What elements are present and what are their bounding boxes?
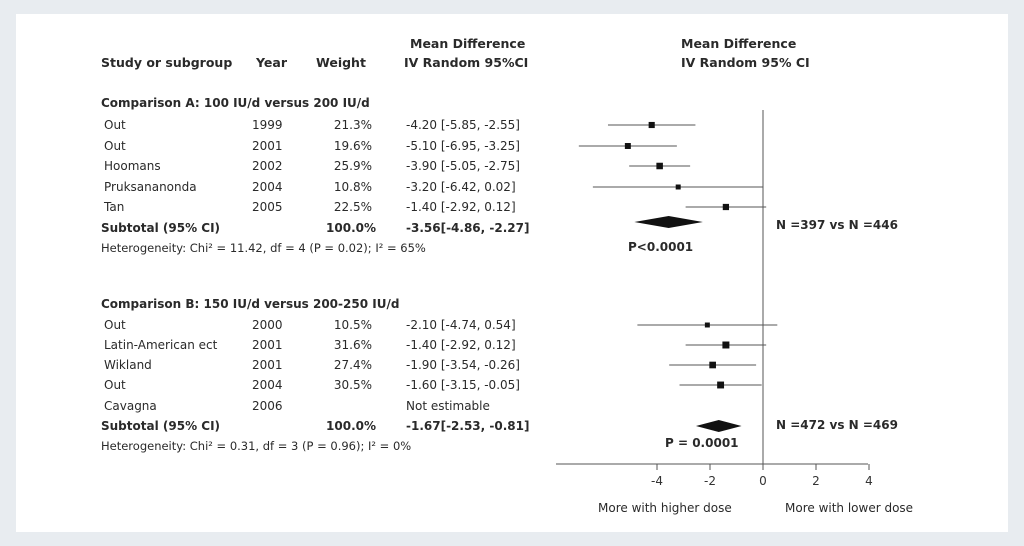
subtotal-diamond [634, 216, 703, 228]
effect-square [675, 184, 681, 190]
study-year: 2004 [252, 180, 283, 194]
effect-square [722, 341, 730, 349]
x-tick-label: 4 [865, 474, 873, 488]
p-value: P = 0.0001 [665, 436, 739, 450]
study-weight: 19.6% [333, 139, 372, 153]
study-year: 2004 [252, 378, 283, 392]
header-year: Year [256, 55, 287, 70]
subtotal-weight: 100.0% [326, 419, 376, 433]
header-md-line1: Mean Difference [410, 36, 526, 51]
subtotal-weight: 100.0% [326, 221, 376, 235]
study-weight: 27.4% [333, 358, 372, 372]
study-ci: -4.20 [-5.85, -2.55] [406, 118, 520, 132]
study-weight: 22.5% [333, 200, 372, 214]
study-year: 2001 [252, 139, 283, 153]
study-name: Out [104, 378, 126, 392]
study-year: 2001 [252, 358, 283, 372]
x-tick-label: 0 [759, 474, 767, 488]
header-plot-line2: IV Random 95% CI [681, 55, 810, 70]
study-ci: -1.60 [-3.15, -0.05] [406, 378, 520, 392]
p-value: P<0.0001 [628, 240, 694, 254]
subtotal-diamond [695, 420, 742, 432]
x-tick-label: -4 [651, 474, 663, 488]
effect-square [704, 322, 710, 328]
study-year: 2001 [252, 338, 283, 352]
subtotal-label: Subtotal (95% CI) [101, 419, 221, 433]
subtotal-ci: -1.67[-2.53, -0.81] [406, 419, 530, 433]
study-ci: -5.10 [-6.95, -3.25] [406, 139, 520, 153]
x-tick-label: -2 [704, 474, 716, 488]
study-name: Out [104, 118, 126, 132]
study-year: 2000 [252, 318, 283, 332]
study-weight: 25.9% [333, 159, 372, 173]
study-weight: 30.5% [333, 378, 372, 392]
subtotal-label: Subtotal (95% CI) [101, 221, 221, 235]
study-weight: 10.8% [333, 180, 372, 194]
study-name: Out [104, 139, 126, 153]
study-name: Wikland [104, 358, 152, 372]
study-ci: Not estimable [406, 399, 490, 413]
axis-left-label: More with higher dose [598, 501, 732, 515]
effect-square [656, 162, 663, 170]
study-name: Pruksananonda [104, 180, 197, 194]
header-md-line2: IV Random 95%CI [404, 55, 529, 70]
study-weight: 21.3% [333, 118, 372, 132]
study-name: Latin-American ect [104, 338, 218, 352]
axis-right-label: More with lower dose [785, 501, 914, 515]
header-plot-line1: Mean Difference [681, 36, 797, 51]
subtotal-ci: -3.56[-4.86, -2.27] [406, 221, 530, 235]
study-weight: 31.6% [333, 338, 372, 352]
group-a-title: Comparison A: 100 IU/d versus 200 IU/d [101, 96, 370, 110]
n-participants: N =397 vs N =446 [776, 218, 898, 232]
effect-square [648, 121, 655, 129]
study-ci: -1.90 [-3.54, -0.26] [406, 358, 520, 372]
forest-plot-panel [16, 14, 1008, 532]
study-ci: -3.20 [-6.42, 0.02] [406, 180, 516, 194]
study-name: Out [104, 318, 126, 332]
study-ci: -1.40 [-2.92, 0.12] [406, 200, 516, 214]
study-year: 2005 [252, 200, 283, 214]
study-ci: -3.90 [-5.05, -2.75] [406, 159, 520, 173]
effect-square [709, 361, 716, 369]
study-weight: 10.5% [333, 318, 372, 332]
n-participants: N =472 vs N =469 [776, 418, 898, 432]
heterogeneity-text: Heterogeneity: Chi² = 0.31, df = 3 (P = … [101, 439, 412, 453]
study-name: Tan [104, 200, 125, 214]
header-weight: Weight [316, 55, 366, 70]
study-ci: -1.40 [-2.92, 0.12] [406, 338, 516, 352]
header-study: Study or subgroup [101, 55, 233, 70]
effect-square [717, 381, 725, 389]
study-year: 2002 [252, 159, 283, 173]
effect-square [722, 203, 730, 211]
heterogeneity-text: Heterogeneity: Chi² = 11.42, df = 4 (P =… [101, 241, 426, 255]
study-ci: -2.10 [-4.74, 0.54] [406, 318, 516, 332]
study-name: Cavagna [104, 399, 157, 413]
study-year: 1999 [252, 118, 283, 132]
group-b-title: Comparison B: 150 IU/d versus 200-250 IU… [101, 297, 400, 311]
effect-square [624, 143, 631, 149]
x-tick-label: 2 [812, 474, 820, 488]
study-year: 2006 [252, 399, 283, 413]
study-name: Hoomans [104, 159, 161, 173]
